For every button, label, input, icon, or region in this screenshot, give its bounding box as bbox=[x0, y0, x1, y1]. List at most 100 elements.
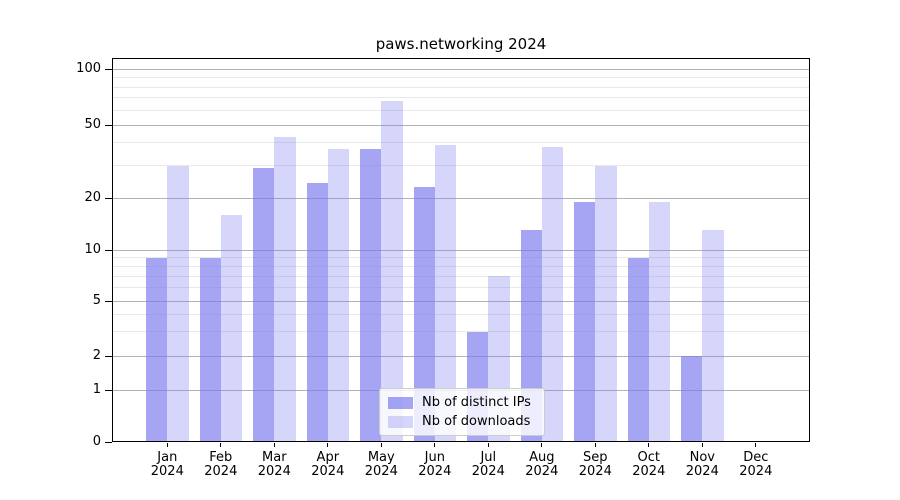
x-tick-month: Jun bbox=[424, 450, 445, 465]
x-tick-label-may: May 2024 bbox=[349, 451, 413, 479]
chart-title: paws.networking 2024 bbox=[375, 35, 547, 53]
x-tick-label-jan: Jan 2024 bbox=[135, 451, 199, 479]
x-tick-year: 2024 bbox=[150, 464, 184, 479]
bar-downloads-mar bbox=[274, 137, 296, 442]
x-tick-month: Mar bbox=[262, 450, 287, 465]
bar-ips-jun bbox=[413, 186, 435, 442]
x-tick-month: Nov bbox=[689, 450, 715, 465]
gridline-minor bbox=[113, 275, 809, 277]
gridline-major bbox=[113, 68, 809, 70]
bar-ips-oct bbox=[627, 257, 649, 442]
y-tick-label: 10 bbox=[84, 242, 101, 257]
bar-ips-jan bbox=[146, 257, 168, 442]
y-tick bbox=[105, 355, 112, 357]
x-tick-label-jul: Jul 2024 bbox=[456, 451, 520, 479]
x-tick-year: 2024 bbox=[257, 464, 291, 479]
y-tick-label: 0 bbox=[92, 434, 101, 449]
y-tick-label: 1 bbox=[92, 382, 101, 397]
bar-ips-feb bbox=[199, 257, 221, 442]
x-tick bbox=[487, 443, 489, 447]
legend: Nb of distinct IPs Nb of downloads bbox=[379, 388, 545, 436]
x-tick-year: 2024 bbox=[739, 464, 773, 479]
y-tick bbox=[105, 124, 112, 126]
y-tick bbox=[105, 249, 112, 251]
x-tick-month: Oct bbox=[637, 450, 661, 465]
gridline-minor bbox=[113, 77, 809, 78]
x-tick-label-nov: Nov 2024 bbox=[670, 451, 734, 479]
x-tick-label-dec: Dec 2024 bbox=[724, 451, 788, 479]
legend-label-distinct-ips: Nb of distinct IPs bbox=[422, 395, 531, 410]
y-tick bbox=[105, 389, 112, 391]
x-tick-label-mar: Mar 2024 bbox=[242, 451, 306, 479]
x-tick-month: Jan bbox=[157, 450, 178, 465]
x-tick bbox=[380, 443, 382, 447]
x-tick-label-sep: Sep 2024 bbox=[563, 451, 627, 479]
gridline-minor bbox=[113, 86, 809, 88]
legend-swatch-downloads bbox=[388, 415, 413, 428]
x-tick-year: 2024 bbox=[204, 464, 238, 479]
gridline-minor bbox=[113, 331, 809, 333]
x-tick-label-jun: Jun 2024 bbox=[403, 451, 467, 479]
x-tick-month: Aug bbox=[529, 450, 555, 465]
x-tick-month: Dec bbox=[743, 450, 769, 465]
bar-ips-mar bbox=[253, 168, 275, 442]
x-tick bbox=[594, 443, 596, 447]
x-tick-year: 2024 bbox=[632, 464, 666, 479]
x-tick-month: Feb bbox=[209, 450, 233, 465]
x-tick-year: 2024 bbox=[578, 464, 612, 479]
y-tick bbox=[105, 441, 112, 443]
gridline-major bbox=[113, 124, 809, 126]
gridline-major bbox=[113, 249, 809, 251]
legend-item-distinct-ips: Nb of distinct IPs bbox=[388, 394, 536, 412]
x-tick-month: Apr bbox=[316, 450, 340, 465]
bar-downloads-feb bbox=[220, 214, 243, 442]
x-tick bbox=[434, 443, 436, 447]
x-tick bbox=[220, 443, 222, 447]
x-tick bbox=[648, 443, 650, 447]
bar-downloads-jun bbox=[434, 144, 457, 442]
x-tick-label-apr: Apr 2024 bbox=[296, 451, 360, 479]
gridline-major bbox=[113, 355, 809, 357]
y-tick bbox=[105, 300, 112, 302]
x-tick bbox=[541, 443, 543, 447]
y-tick bbox=[105, 68, 112, 70]
y-tick-label: 50 bbox=[84, 117, 101, 132]
x-tick-month: May bbox=[367, 450, 395, 465]
bar-downloads-nov bbox=[702, 230, 724, 442]
x-tick bbox=[166, 443, 168, 447]
bar-downloads-oct bbox=[648, 201, 671, 442]
y-tick-label: 20 bbox=[84, 190, 101, 205]
x-tick bbox=[327, 443, 329, 447]
gridline-minor bbox=[113, 109, 809, 111]
gridline-major bbox=[113, 197, 809, 199]
x-tick-month: Jul bbox=[480, 450, 497, 465]
gridline-minor bbox=[113, 165, 809, 167]
x-tick-year: 2024 bbox=[364, 464, 398, 479]
bar-ips-may bbox=[360, 148, 382, 442]
x-tick-year: 2024 bbox=[685, 464, 719, 479]
x-tick-month: Sep bbox=[583, 450, 608, 465]
bar-downloads-may bbox=[381, 101, 403, 442]
gridline-minor bbox=[113, 313, 809, 315]
gridline-minor bbox=[113, 142, 809, 144]
gridline-minor bbox=[113, 265, 809, 267]
gridline-minor bbox=[113, 287, 809, 289]
x-tick bbox=[755, 443, 757, 447]
y-tick-label: 5 bbox=[92, 293, 101, 308]
legend-label-downloads: Nb of downloads bbox=[422, 414, 531, 429]
x-tick-year: 2024 bbox=[471, 464, 505, 479]
x-tick-year: 2024 bbox=[418, 464, 452, 479]
gridline-major bbox=[113, 300, 809, 302]
x-tick bbox=[273, 443, 275, 447]
gridline-minor bbox=[113, 97, 809, 99]
x-tick-label-aug: Aug 2024 bbox=[510, 451, 574, 479]
legend-item-downloads: Nb of downloads bbox=[388, 413, 536, 431]
gridline-minor bbox=[113, 257, 809, 259]
bar-downloads-jan bbox=[167, 165, 189, 442]
x-tick-year: 2024 bbox=[525, 464, 559, 479]
bar-ips-apr bbox=[306, 183, 328, 442]
